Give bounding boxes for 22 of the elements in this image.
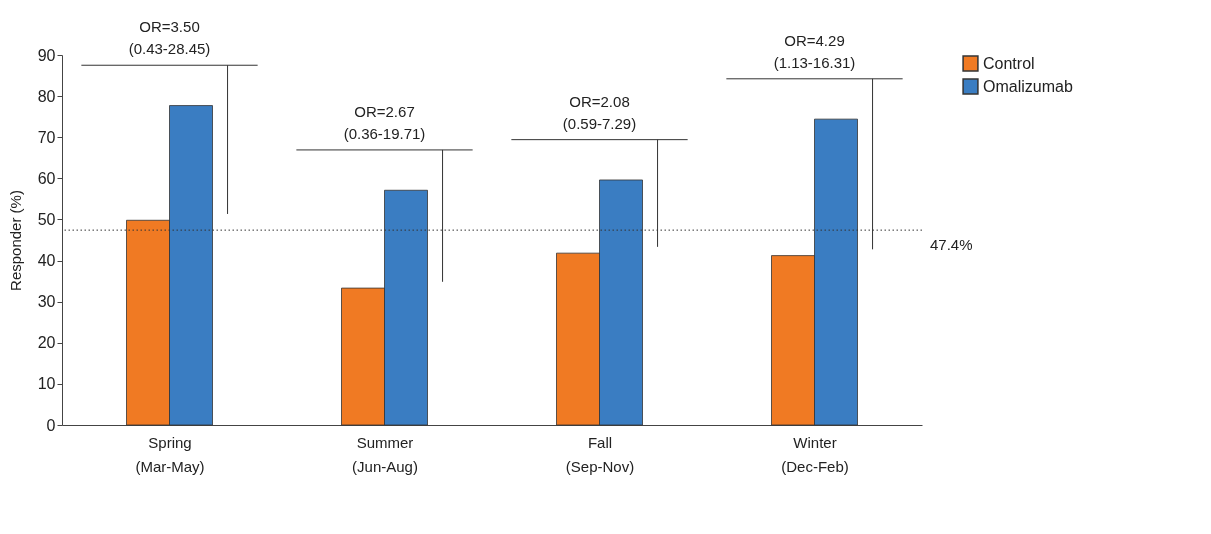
legend-label: Control: [983, 54, 1035, 72]
annotation: OR=2.08 (0.59-7.29): [562, 92, 637, 132]
annotation: OR=2.67 (0.36-19.71): [343, 102, 426, 142]
ref-line-label: 47.4%: [930, 236, 973, 254]
y-tick-label: 30: [37, 293, 56, 311]
y-tick-label: 80: [37, 87, 56, 105]
y-tick-label: 0: [46, 416, 56, 434]
x-tick-label: Fall (Sep-Nov): [565, 433, 635, 475]
x-tick-label: Summer (Jun-Aug): [352, 433, 418, 475]
x-tick-label: Winter (Dec-Feb): [781, 433, 849, 475]
y-axis-title: Responder (%): [6, 190, 24, 291]
y-tick-label: 70: [37, 128, 56, 146]
annotation: OR=4.29 (1.13-16.31): [773, 31, 856, 71]
y-tick-label: 10: [37, 375, 56, 393]
y-tick-label: 40: [37, 252, 56, 270]
y-tick-label: 90: [37, 46, 56, 64]
y-tick-label: 20: [37, 334, 56, 352]
y-tick-label: 50: [37, 210, 56, 228]
y-tick-label: 60: [37, 169, 56, 187]
legend-label: Omalizumab: [983, 77, 1073, 95]
annotation: OR=3.50 (0.43-28.45): [128, 18, 211, 58]
x-tick-label: Spring (Mar-May): [135, 433, 205, 475]
